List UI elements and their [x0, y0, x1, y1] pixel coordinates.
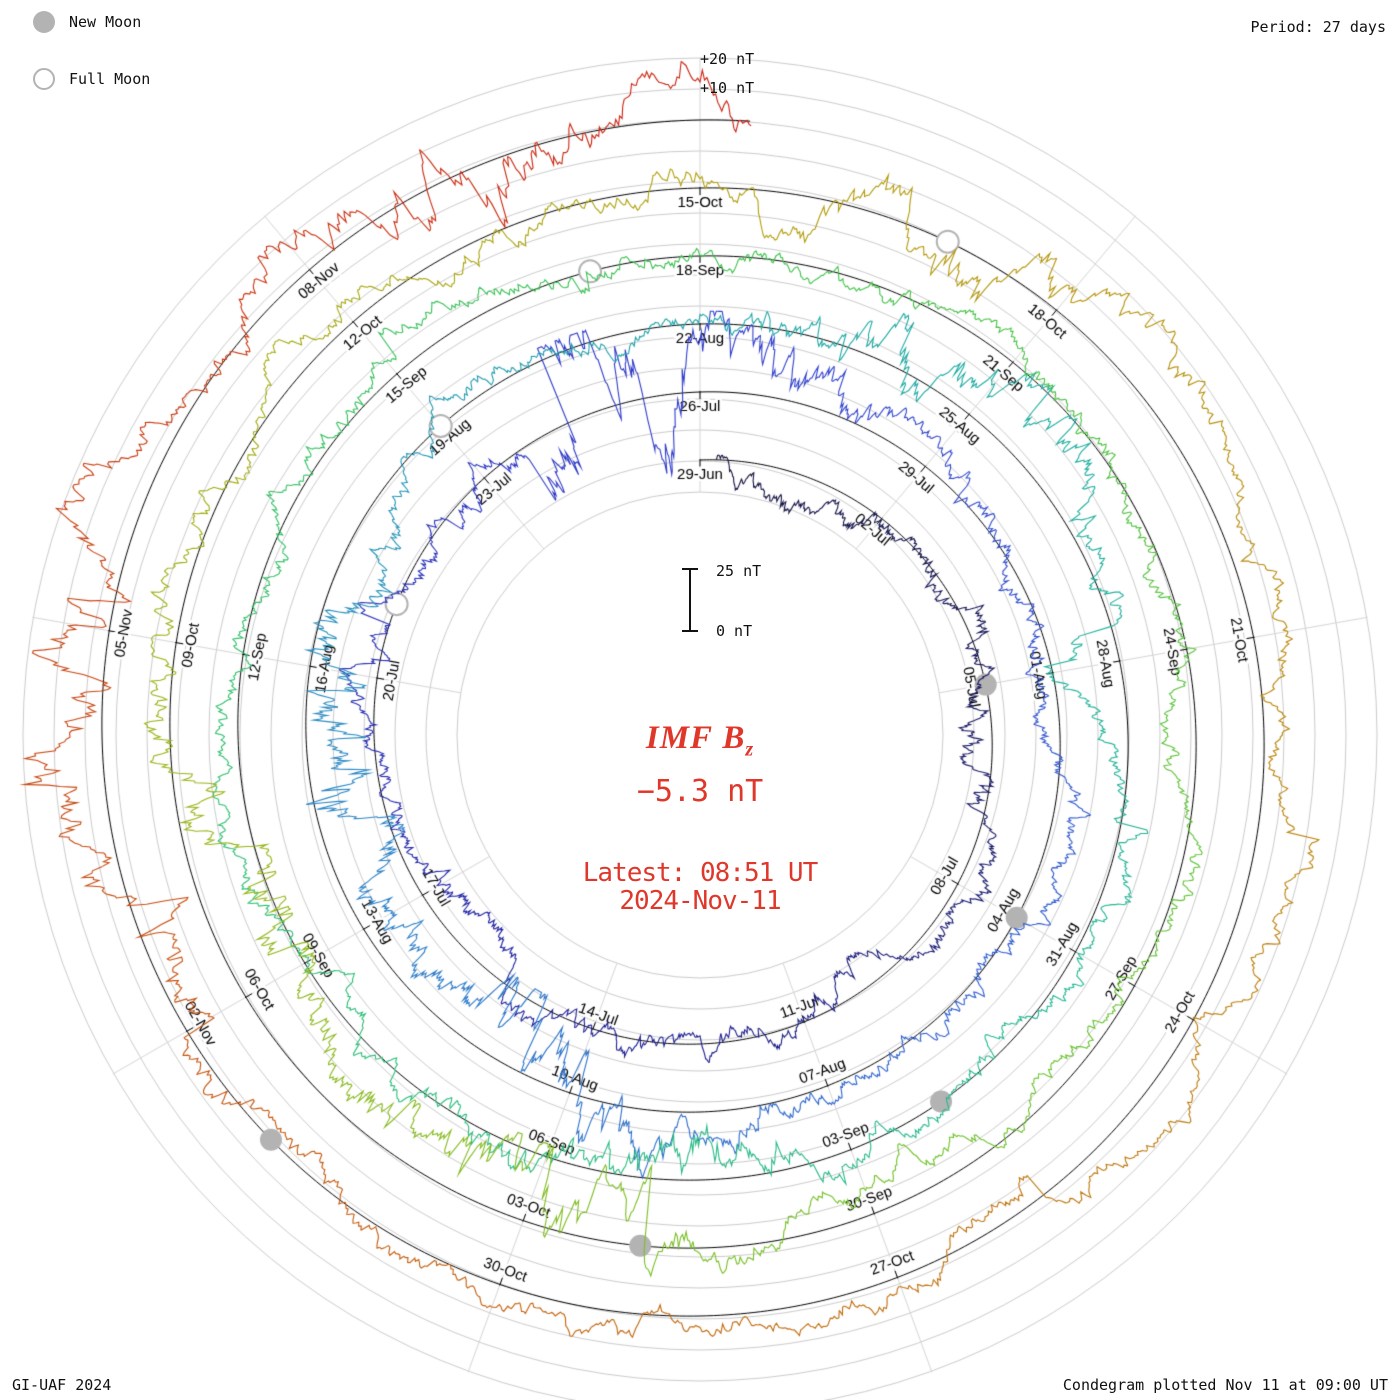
- condegram-spiral-chart: [0, 0, 1400, 1400]
